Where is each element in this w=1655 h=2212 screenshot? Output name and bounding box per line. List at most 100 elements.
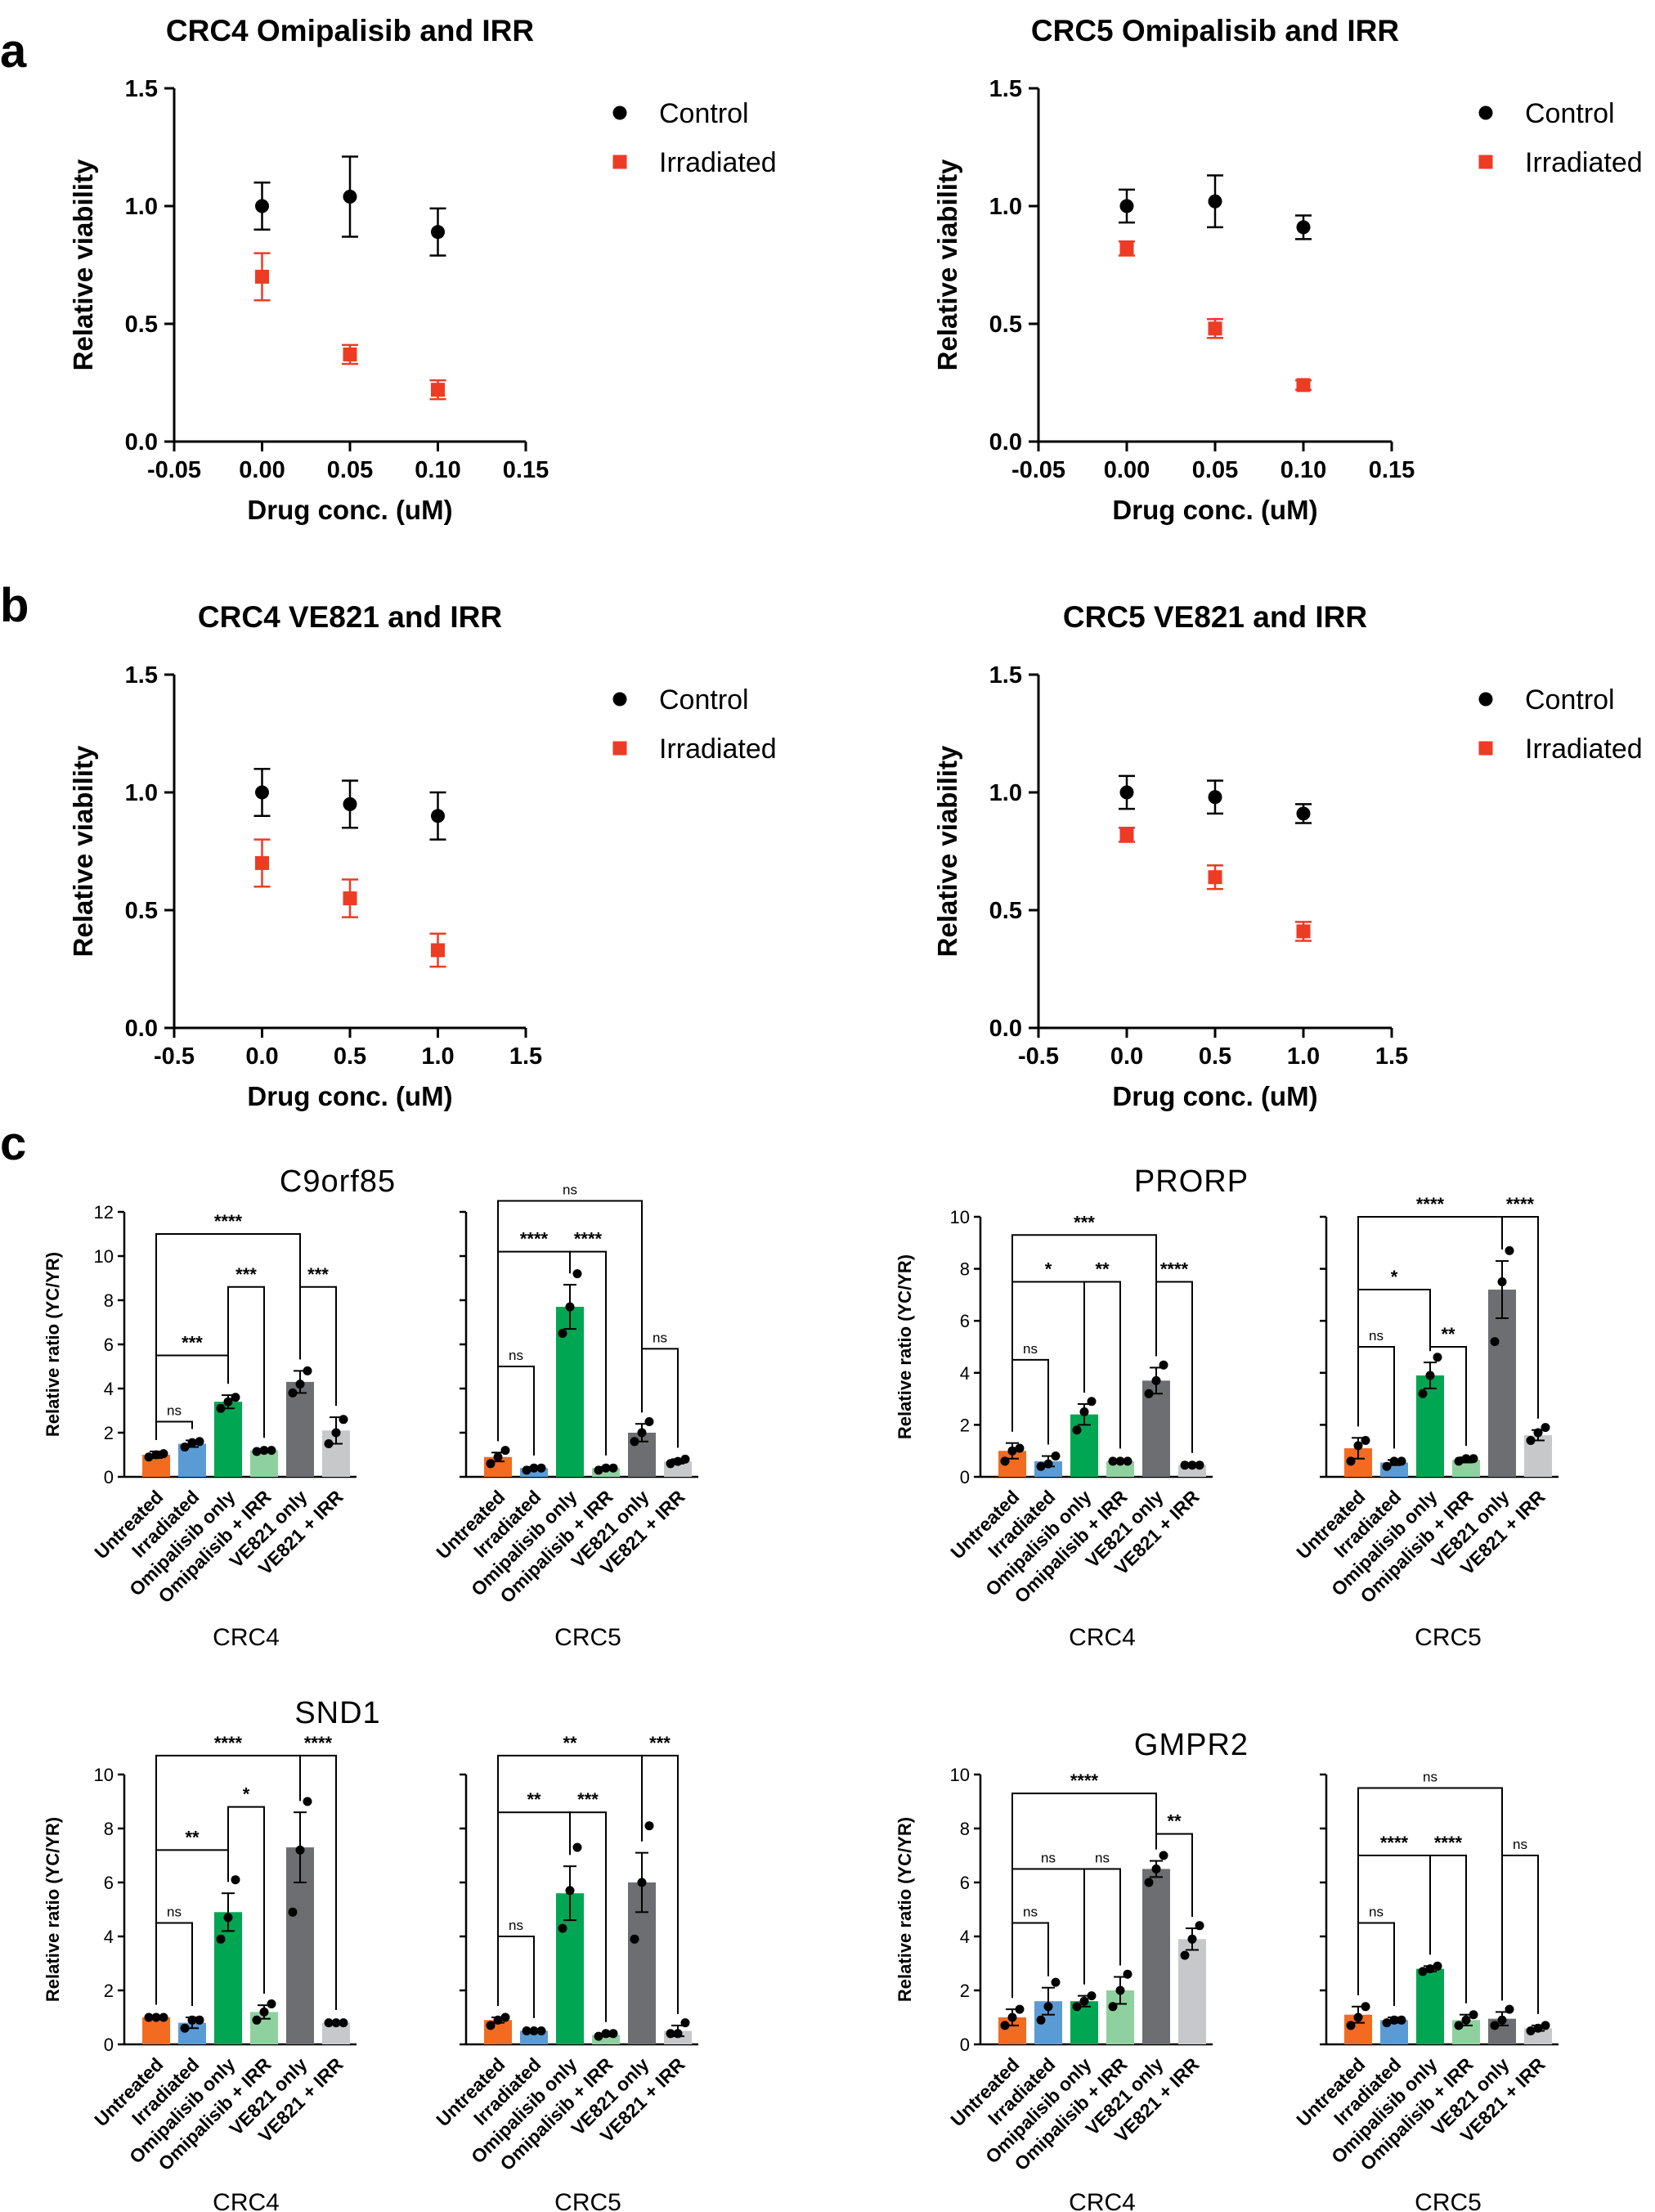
y-tick-label: 1.5 (125, 76, 158, 102)
replicate-point (536, 2026, 546, 2035)
significance-label: ns (1023, 1341, 1038, 1357)
series-irradiated: Irradiated (253, 734, 777, 968)
data-point (1296, 924, 1311, 939)
data-point (343, 189, 357, 204)
chart-title: CRC5 Omipalisib and IRR (1031, 14, 1399, 47)
x-tick-label: 0.05 (327, 457, 373, 483)
x-axis-title: Drug conc. (uM) (1112, 1081, 1317, 1111)
group-label: CRC4 (213, 1624, 280, 1651)
y-tick-label: 2 (960, 1981, 970, 2001)
bracket-line (1357, 1346, 1395, 1449)
replicate-point (1051, 1977, 1061, 1987)
significance-bracket: *** (1011, 1212, 1157, 1432)
significance-bracket: *** (569, 1789, 607, 2022)
replicate-point (1454, 1456, 1464, 1466)
significance-label: *** (1074, 1212, 1095, 1232)
significance-label: ns (563, 1182, 577, 1198)
significance-label: ns (167, 1403, 182, 1419)
replicate-point (1382, 1461, 1392, 1471)
series-irradiated: Irradiated (1119, 734, 1643, 942)
y-axis-title: Relative viability (68, 159, 98, 370)
replicate-point (339, 1415, 348, 1425)
y-tick-label: 8 (960, 1259, 970, 1280)
replicate-point (1036, 1461, 1046, 1471)
x-tick-label: 0.10 (415, 457, 460, 483)
data-point (1119, 785, 1134, 800)
bracket-line (1501, 1855, 1539, 2014)
y-axis-title: Relative viability (932, 745, 962, 957)
replicate-point (1007, 2012, 1017, 2022)
replicate-point (1015, 1443, 1025, 1453)
bar (1142, 1869, 1170, 2044)
significance-bracket: ns (155, 1403, 193, 1440)
series-irradiated: Irradiated (253, 147, 777, 401)
replicate-point (151, 2012, 161, 2022)
group-label: CRC5 (1415, 1624, 1482, 1651)
replicate-point (187, 2015, 197, 2025)
replicate-point (1433, 1353, 1442, 1362)
y-tick-label: 4 (104, 1379, 114, 1399)
y-tick-label: 1.0 (989, 194, 1022, 220)
replicate-point (1505, 1245, 1514, 1255)
replicate-point (1159, 1851, 1168, 1860)
significance-bracket: ** (1429, 1324, 1467, 1447)
replicate-point (331, 2018, 341, 2028)
legend-marker (1478, 105, 1493, 120)
replicate-point (1469, 1454, 1478, 1464)
replicate-point (252, 1447, 262, 1456)
significance-label: **** (1380, 1833, 1409, 1853)
y-axis-title: Relative ratio (YC/YR) (43, 1252, 63, 1437)
scatter-panels: CRC4 Omipalisib and IRR 0.0 0.5 1.0 1.5 -0.05… (68, 14, 1643, 1111)
bracket-line (569, 1811, 607, 2022)
replicate-point (288, 1388, 298, 1398)
replicate-point (331, 1428, 341, 1438)
replicate-point (1043, 1459, 1053, 1469)
legend-marker (612, 692, 627, 707)
replicate-point (558, 1923, 567, 1933)
replicate-point (339, 2018, 348, 2028)
replicate-point (1072, 1425, 1082, 1435)
replicate-point (608, 1463, 618, 1473)
legend-label: Irradiated (1525, 734, 1643, 765)
bracket-line (155, 1233, 301, 1440)
panel-label-c: c (0, 1117, 26, 1170)
replicate-point (1346, 2021, 1356, 2030)
significance-label: ns (1369, 1905, 1384, 1920)
significance-bracket: ns (155, 1905, 193, 2006)
replicate-point (608, 2029, 618, 2039)
significance-bracket: ns (497, 1348, 535, 1456)
bracket-line (227, 1806, 265, 1994)
legend-marker (1478, 155, 1493, 169)
replicate-point (267, 1999, 276, 2008)
replicate-point (1187, 1460, 1197, 1470)
series-control: Control (253, 98, 749, 257)
replicate-point (1187, 1934, 1197, 1944)
bar (286, 1381, 314, 1477)
x-tick-label: 1.5 (1375, 1043, 1408, 1070)
replicate-point (1195, 1460, 1204, 1470)
replicate-point (1461, 2015, 1471, 2025)
replicate-point (500, 1446, 510, 1456)
bar (1488, 1290, 1516, 1477)
significance-label: ns (1023, 1905, 1038, 1920)
scatter-chart-crc5-omi: CRC5 Omipalisib and IRR 0.0 0.5 1.0 1.5 -0.05… (932, 14, 1643, 525)
series-control: Control (1119, 98, 1615, 240)
significance-label: **** (1160, 1259, 1189, 1280)
replicate-point (493, 1452, 503, 1462)
replicate-point (324, 2018, 334, 2028)
y-tick-label: 10 (950, 1765, 970, 1785)
significance-label: **** (1506, 1194, 1535, 1214)
bracket-line (569, 1250, 607, 1456)
x-tick-label: 1.5 (509, 1043, 542, 1070)
replicate-point (1151, 1375, 1161, 1385)
replicate-point (1418, 1389, 1428, 1398)
data-point (1119, 199, 1134, 213)
replicate-point (1418, 1967, 1428, 1976)
significance-label: ** (1441, 1324, 1455, 1344)
data-point (431, 943, 445, 958)
replicate-point (1526, 2026, 1536, 2035)
y-tick-label: 10 (94, 1765, 114, 1785)
y-tick-label: 8 (960, 1819, 970, 1839)
